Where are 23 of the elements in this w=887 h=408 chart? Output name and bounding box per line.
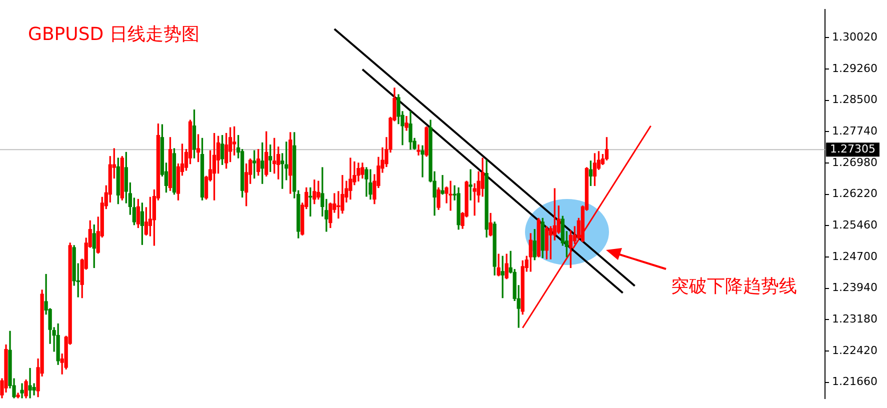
candlestick [468, 169, 472, 200]
annotation: 突破下降趋势线 [671, 275, 797, 298]
y-tick-label: 1.25460 [832, 218, 878, 232]
candlestick [448, 180, 452, 211]
y-tick-label: 1.29260 [832, 62, 878, 75]
y-tick-label: 1.24700 [832, 250, 878, 263]
y-tick-label: 1.26980 [832, 156, 878, 169]
y-tick-label: 1.27740 [832, 124, 878, 138]
candlestick [20, 383, 24, 398]
y-tick-label: 1.26220 [832, 187, 878, 200]
y-tick-label: 1.23940 [832, 281, 878, 294]
candlestick [420, 145, 424, 178]
y-tick-label: 1.28500 [832, 93, 878, 106]
candlestick [28, 368, 32, 398]
y-tick-label: 1.22420 [832, 344, 878, 357]
ref-line-label: 1.27305 [830, 142, 876, 156]
candlestick [472, 183, 476, 216]
text: GBPUSD 日线走势图 [28, 23, 200, 46]
candlestick [416, 144, 420, 156]
y-tick-label: 1.30020 [832, 30, 878, 44]
candlestick [440, 175, 444, 195]
y-tick-label: 1.21660 [832, 375, 878, 388]
y-tick-label: 1.23180 [832, 312, 878, 326]
